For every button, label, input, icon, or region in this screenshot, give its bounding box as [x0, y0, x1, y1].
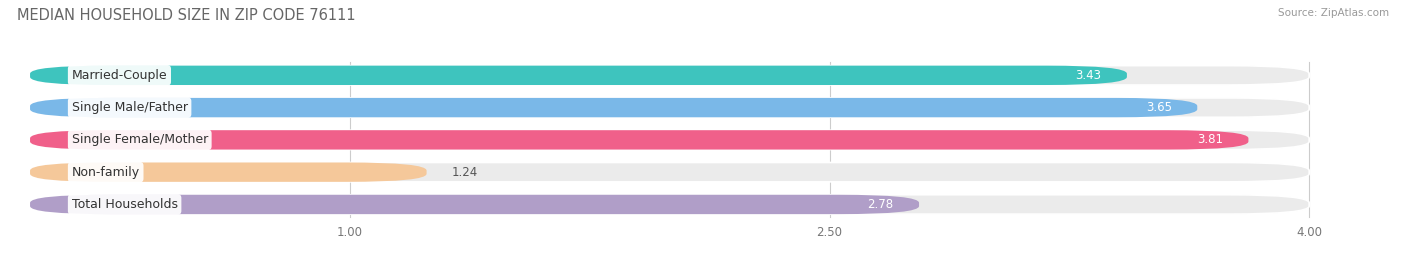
FancyBboxPatch shape — [30, 162, 1309, 182]
Text: 3.43: 3.43 — [1076, 69, 1101, 82]
FancyBboxPatch shape — [30, 66, 1309, 85]
Text: Single Female/Mother: Single Female/Mother — [72, 133, 208, 146]
Text: 1.24: 1.24 — [453, 166, 478, 179]
FancyBboxPatch shape — [30, 98, 1198, 117]
Text: Source: ZipAtlas.com: Source: ZipAtlas.com — [1278, 8, 1389, 18]
Text: 3.65: 3.65 — [1146, 101, 1171, 114]
Text: 3.81: 3.81 — [1197, 133, 1223, 146]
FancyBboxPatch shape — [30, 195, 1309, 214]
FancyBboxPatch shape — [30, 130, 1249, 150]
Text: Non-family: Non-family — [72, 166, 139, 179]
FancyBboxPatch shape — [30, 195, 920, 214]
FancyBboxPatch shape — [30, 98, 1309, 117]
FancyBboxPatch shape — [30, 66, 1126, 85]
Text: Single Male/Father: Single Male/Father — [72, 101, 187, 114]
FancyBboxPatch shape — [30, 130, 1309, 150]
Text: Total Households: Total Households — [72, 198, 177, 211]
Text: 2.78: 2.78 — [868, 198, 893, 211]
Text: Married-Couple: Married-Couple — [72, 69, 167, 82]
FancyBboxPatch shape — [30, 162, 426, 182]
Text: MEDIAN HOUSEHOLD SIZE IN ZIP CODE 76111: MEDIAN HOUSEHOLD SIZE IN ZIP CODE 76111 — [17, 8, 356, 23]
